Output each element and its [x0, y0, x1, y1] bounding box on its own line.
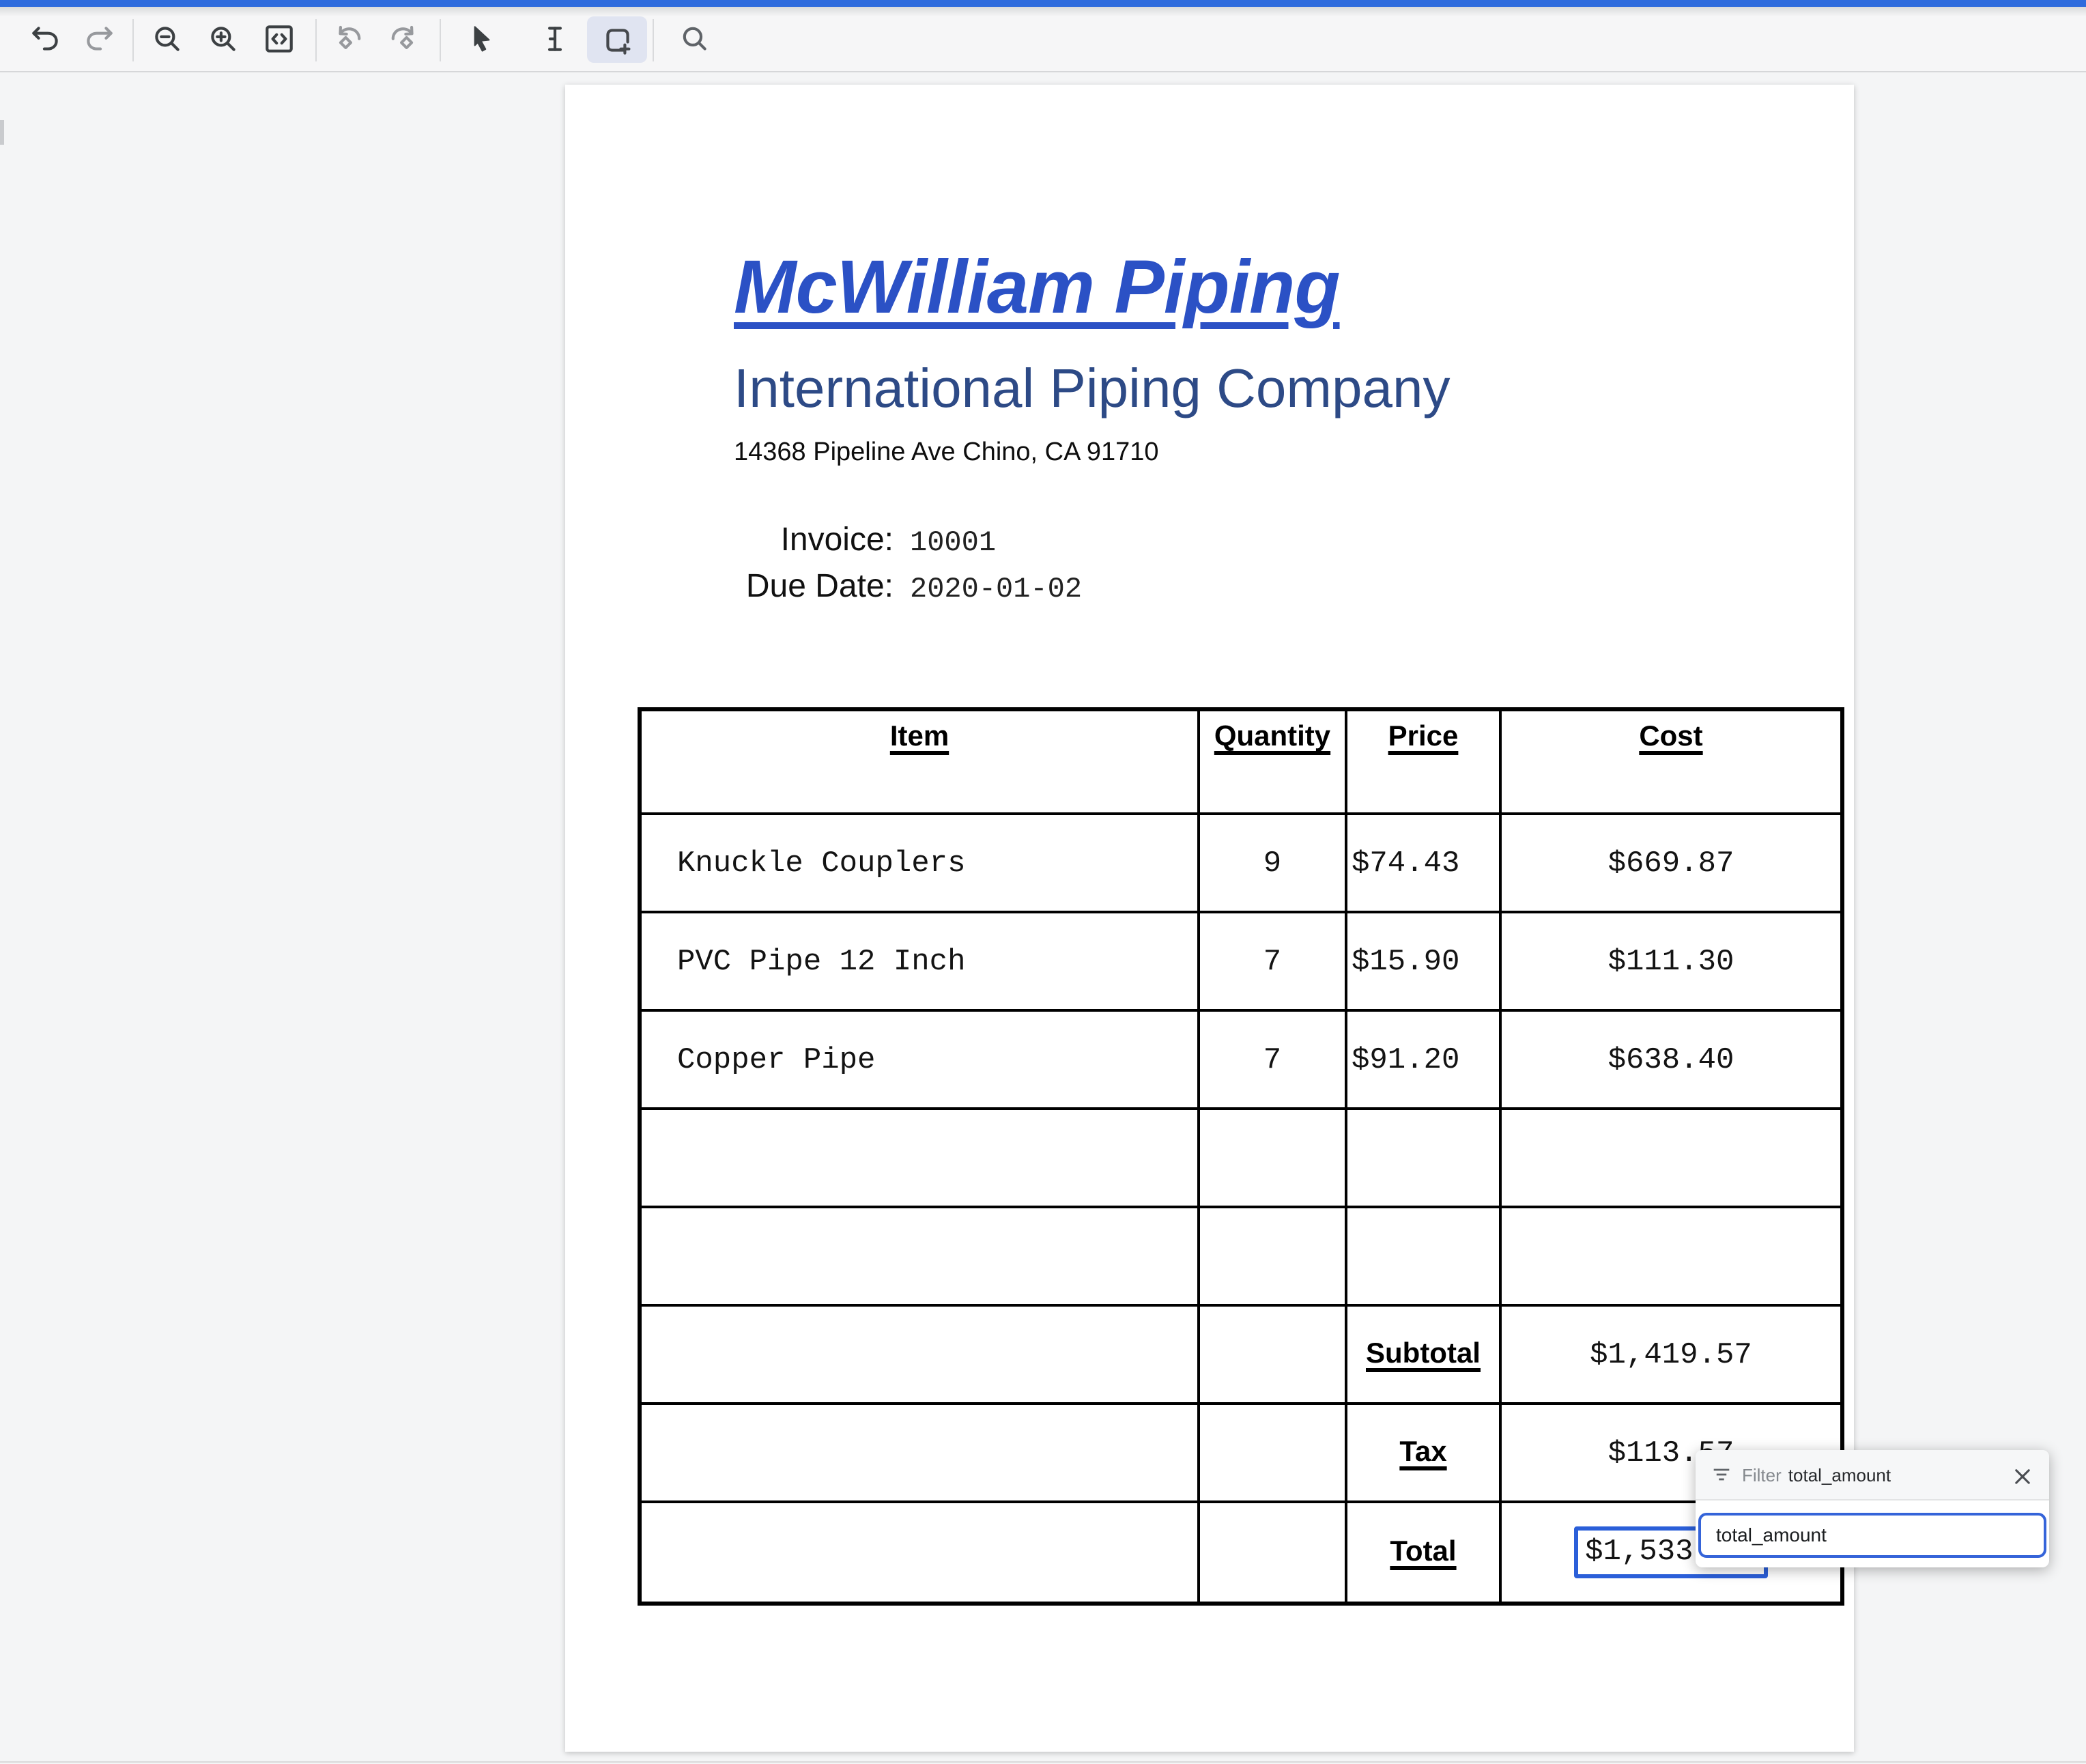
item-name-cell[interactable]: PVC Pipe 12 Inch	[642, 913, 1200, 1012]
close-button[interactable]	[2005, 1458, 2040, 1494]
invoice-number-label: Invoice:	[780, 522, 894, 558]
empty-cell	[642, 1405, 1200, 1503]
toolbar-separator	[315, 18, 316, 61]
empty-cell	[1200, 1208, 1347, 1307]
empty-cell	[1347, 1208, 1502, 1307]
zoom-in-icon	[205, 22, 240, 56]
invoice-table: Item Quantity Price Cost Knuckle Coupler…	[638, 707, 1844, 1606]
empty-cell	[1502, 1208, 1840, 1307]
subtotal-label: Subtotal	[1347, 1307, 1502, 1405]
search-button[interactable]	[668, 13, 719, 65]
empty-cell	[642, 1208, 1200, 1307]
due-date-value[interactable]: 2020-01-02	[910, 575, 1083, 606]
filter-popup-header: Filter total_amount	[1696, 1450, 2048, 1500]
text-cursor-icon	[537, 22, 571, 56]
rotate-right-button[interactable]	[377, 13, 429, 65]
filter-field-input[interactable]	[1698, 1512, 2046, 1557]
empty-cell	[1502, 1110, 1840, 1208]
empty-cell	[1200, 1503, 1347, 1602]
item-qty-cell[interactable]: 7	[1200, 913, 1347, 1012]
empty-cell	[642, 1307, 1200, 1405]
redo-icon	[81, 22, 115, 56]
search-icon	[676, 22, 711, 56]
empty-cell	[1347, 1110, 1502, 1208]
item-name-cell[interactable]: Copper Pipe	[642, 1012, 1200, 1110]
undo-button[interactable]	[19, 13, 71, 65]
item-qty-cell[interactable]: 9	[1200, 815, 1347, 913]
document-page: McWilliam Piping International Piping Co…	[565, 85, 1853, 1751]
item-qty-cell[interactable]: 7	[1200, 1012, 1347, 1110]
zoom-out-icon	[149, 22, 184, 56]
undo-icon	[28, 22, 62, 56]
tax-label: Tax	[1347, 1405, 1502, 1503]
close-icon	[2015, 1468, 2030, 1483]
toolbar-separator	[439, 18, 440, 61]
subtotal-value[interactable]: $1,419.57	[1502, 1307, 1840, 1405]
item-price-cell[interactable]: $74.43	[1347, 815, 1502, 913]
fit-to-width-button[interactable]	[253, 13, 304, 65]
panel-edge	[0, 120, 3, 145]
empty-cell	[1200, 1405, 1347, 1503]
select-cursor-button[interactable]	[455, 13, 506, 65]
company-subtitle: International Piping Company	[734, 359, 1451, 419]
column-header-cost: Cost	[1502, 711, 1840, 815]
add-region-button[interactable]	[587, 16, 647, 63]
toolbar-separator	[132, 18, 133, 61]
zoom-out-button[interactable]	[141, 13, 192, 65]
item-price-cell[interactable]: $15.90	[1347, 913, 1502, 1012]
fit-to-width-icon	[261, 22, 296, 56]
add-region-icon	[600, 23, 634, 57]
zoom-in-button[interactable]	[197, 13, 248, 65]
column-header-quantity: Quantity	[1200, 711, 1347, 815]
invoice-number-value[interactable]: 10001	[910, 528, 997, 560]
item-cost-cell[interactable]: $669.87	[1502, 815, 1840, 913]
cursor-icon	[463, 22, 498, 56]
empty-cell	[1200, 1307, 1347, 1405]
invoice-meta: Invoice: 10001 Due Date: 2020-01-02	[734, 522, 1082, 614]
column-header-price: Price	[1347, 711, 1502, 815]
item-cost-cell[interactable]: $111.30	[1502, 913, 1840, 1012]
toolbar	[0, 6, 2086, 72]
text-select-button[interactable]	[528, 13, 580, 65]
rotate-left-icon	[331, 22, 365, 56]
filter-popup-field-name: total_amount	[1788, 1464, 1891, 1485]
empty-cell	[642, 1503, 1200, 1602]
company-address: 14368 Pipeline Ave Chino, CA 91710	[734, 438, 1159, 467]
filter-popup: Filter total_amount	[1696, 1450, 2048, 1567]
column-header-item: Item	[642, 711, 1200, 815]
due-date-label: Due Date:	[745, 568, 894, 605]
top-accent-bar	[0, 0, 2086, 6]
canvas-bottom-divider	[0, 1761, 2086, 1762]
filter-popup-title-prefix: Filter	[1742, 1464, 1782, 1485]
rotate-right-icon	[386, 22, 420, 56]
toolbar-separator	[652, 18, 653, 61]
empty-cell	[642, 1110, 1200, 1208]
total-label: Total	[1347, 1503, 1502, 1602]
item-price-cell[interactable]: $91.20	[1347, 1012, 1502, 1110]
redo-button[interactable]	[72, 13, 124, 65]
rotate-left-button[interactable]	[322, 13, 374, 65]
item-cost-cell[interactable]: $638.40	[1502, 1012, 1840, 1110]
item-name-cell[interactable]: Knuckle Couplers	[642, 815, 1200, 913]
filter-icon	[1713, 1468, 1730, 1481]
empty-cell	[1200, 1110, 1347, 1208]
company-title: McWilliam Piping	[734, 244, 1341, 329]
